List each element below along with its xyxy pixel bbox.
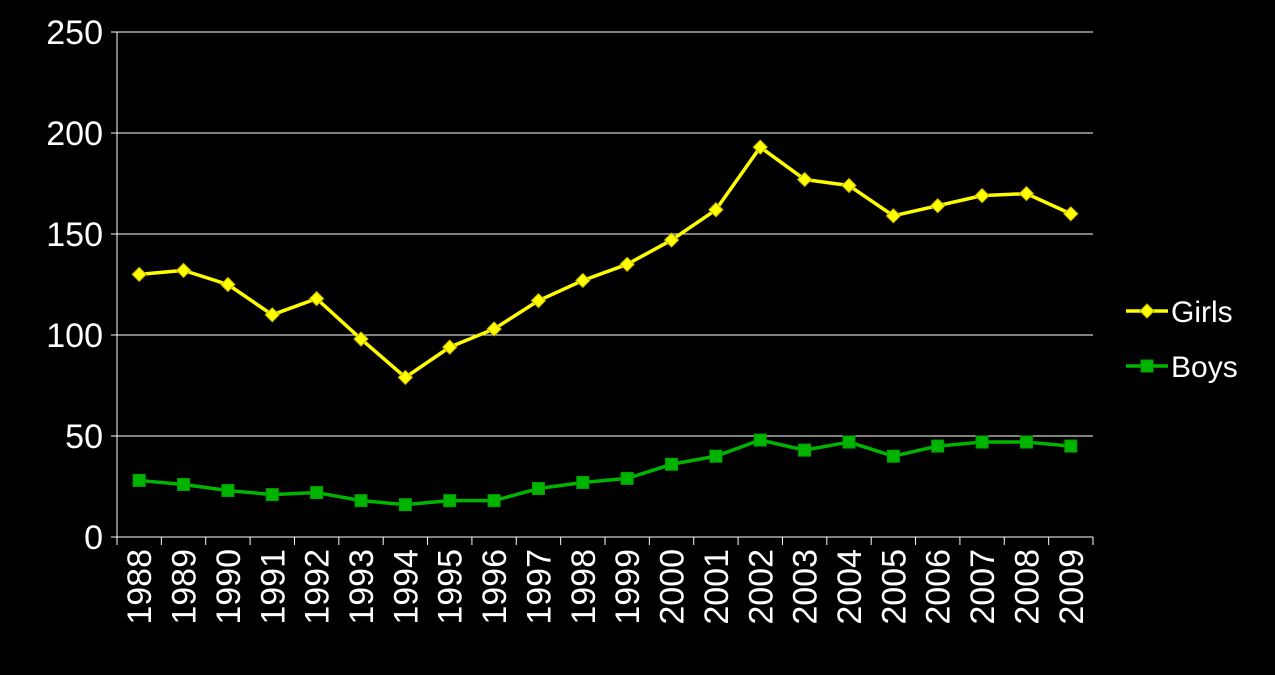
data-point-girls-1993 bbox=[353, 331, 369, 347]
data-point-boys-1991 bbox=[265, 488, 279, 502]
x-tick-label-2008: 2008 bbox=[1008, 549, 1046, 625]
data-point-boys-1988 bbox=[132, 473, 146, 487]
y-tick-label-250: 250 bbox=[46, 14, 103, 52]
x-tick-label-1991: 1991 bbox=[254, 549, 292, 625]
data-point-girls-2000 bbox=[663, 232, 680, 248]
data-point-boys-1990 bbox=[221, 484, 235, 498]
series-girls bbox=[131, 139, 1079, 386]
axes bbox=[111, 31, 1094, 545]
data-point-boys-2009 bbox=[1064, 439, 1078, 453]
y-tick-labels: 0 50 100 150 200 250 bbox=[46, 14, 103, 557]
data-point-boys-2002 bbox=[753, 433, 767, 447]
data-point-girls-1990 bbox=[220, 276, 236, 293]
x-tick-label-1996: 1996 bbox=[476, 549, 514, 625]
data-point-girls-2006 bbox=[930, 198, 946, 214]
y-tick-label-100: 100 bbox=[46, 317, 103, 355]
x-tick-labels: 1988 1989 1990 1991 1992 1993 1994 1995 1996 1997… bbox=[121, 549, 1091, 625]
data-point-boys-2001 bbox=[709, 449, 723, 463]
data-point-boys-2007 bbox=[975, 435, 989, 449]
data-point-boys-1998 bbox=[576, 475, 590, 489]
gridlines bbox=[117, 31, 1093, 437]
data-point-girls-1989 bbox=[175, 262, 192, 279]
x-tick-label-2002: 2002 bbox=[742, 549, 780, 625]
x-tick-label-1997: 1997 bbox=[520, 549, 558, 625]
legend-marker-girls bbox=[1139, 303, 1155, 319]
data-point-boys-2000 bbox=[665, 457, 679, 471]
legend: Girls Boys bbox=[1126, 296, 1238, 384]
legend-marker-boys bbox=[1140, 359, 1154, 373]
data-point-boys-1997 bbox=[531, 482, 545, 496]
x-tick-label-1999: 1999 bbox=[609, 549, 647, 625]
data-point-girls-2004 bbox=[841, 177, 857, 194]
data-point-girls-1992 bbox=[308, 290, 325, 307]
x-tick-label-1995: 1995 bbox=[432, 549, 470, 625]
data-point-girls-1994 bbox=[397, 369, 414, 386]
legend-item-girls: Girls bbox=[1126, 296, 1233, 329]
data-point-boys-1994 bbox=[398, 498, 412, 512]
data-point-boys-1995 bbox=[443, 494, 457, 508]
y-tick-label-50: 50 bbox=[65, 418, 103, 456]
x-tick-label-2005: 2005 bbox=[875, 549, 913, 625]
series-line-girls bbox=[139, 145, 1072, 380]
x-tick-label-2009: 2009 bbox=[1053, 549, 1091, 625]
x-tick-label-2004: 2004 bbox=[831, 549, 869, 625]
data-point-boys-1992 bbox=[310, 486, 324, 500]
x-tick-label-2006: 2006 bbox=[920, 549, 958, 625]
data-point-boys-1996 bbox=[487, 494, 501, 508]
data-point-boys-2008 bbox=[1019, 435, 1033, 449]
data-point-boys-1993 bbox=[354, 494, 368, 508]
legend-label-girls: Girls bbox=[1171, 296, 1233, 329]
data-point-boys-2003 bbox=[798, 443, 812, 457]
data-point-girls-1998 bbox=[575, 272, 591, 289]
data-point-girls-2007 bbox=[974, 187, 990, 204]
x-tick-label-2003: 2003 bbox=[787, 549, 825, 625]
y-tick-label-150: 150 bbox=[46, 216, 103, 254]
data-point-boys-2004 bbox=[842, 435, 856, 449]
y-tick-label-200: 200 bbox=[46, 115, 103, 153]
series-line-boys bbox=[139, 438, 1071, 507]
x-tick-label-1988: 1988 bbox=[121, 549, 159, 625]
x-tick-label-2000: 2000 bbox=[654, 549, 692, 625]
legend-label-boys: Boys bbox=[1171, 351, 1238, 384]
x-tick-label-2007: 2007 bbox=[964, 549, 1002, 625]
data-point-girls-1988 bbox=[131, 266, 147, 283]
data-point-girls-2001 bbox=[708, 202, 724, 218]
x-tick-label-1990: 1990 bbox=[210, 549, 248, 625]
data-point-boys-2006 bbox=[931, 439, 945, 453]
series-lines bbox=[131, 139, 1079, 512]
data-point-girls-1991 bbox=[264, 307, 280, 323]
legend-item-boys: Boys bbox=[1126, 351, 1238, 384]
data-point-girls-1996 bbox=[486, 321, 502, 337]
data-point-girls-1995 bbox=[442, 339, 458, 355]
x-tick-label-1989: 1989 bbox=[166, 549, 204, 625]
data-point-girls-2002 bbox=[752, 139, 768, 155]
data-point-boys-2005 bbox=[886, 449, 900, 463]
data-point-boys-1989 bbox=[177, 477, 191, 491]
x-tick-label-1993: 1993 bbox=[343, 549, 381, 625]
x-tick-label-2001: 2001 bbox=[698, 549, 736, 625]
data-point-girls-2009 bbox=[1063, 206, 1079, 222]
x-tick-label-1998: 1998 bbox=[565, 549, 603, 625]
y-tick-label-0: 0 bbox=[84, 519, 103, 557]
x-tick-label-1994: 1994 bbox=[387, 549, 425, 625]
data-point-boys-1999 bbox=[620, 471, 634, 485]
data-point-girls-2003 bbox=[796, 171, 813, 188]
series-boys bbox=[132, 433, 1078, 512]
data-point-girls-2008 bbox=[1018, 185, 1035, 202]
data-point-girls-1999 bbox=[619, 256, 635, 273]
data-point-girls-2005 bbox=[885, 208, 902, 224]
data-point-girls-1997 bbox=[530, 292, 547, 309]
x-tick-label-1992: 1992 bbox=[299, 549, 337, 625]
